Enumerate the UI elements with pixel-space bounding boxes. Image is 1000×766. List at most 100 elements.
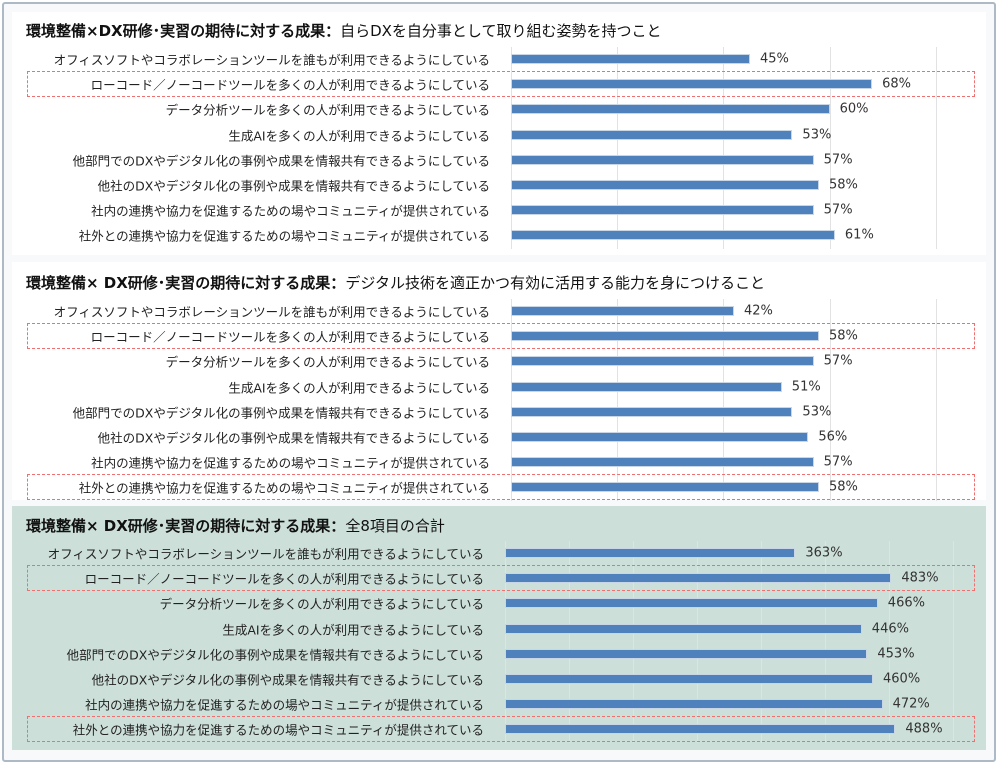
- gridline: [829, 47, 831, 249]
- category-label: オフィスソフトやコラボレーションツールを誰もが利用できるようにしている: [47, 546, 484, 562]
- gridline: [829, 299, 831, 501]
- bar: [511, 230, 835, 241]
- gridline: [935, 299, 937, 501]
- value-label: 53%: [802, 127, 832, 143]
- panel-attitude: 環境整備×DX研修･実習の期待に対する成果：自らDXを自分事として取り組む姿勢を…: [12, 12, 986, 255]
- bar: [505, 548, 796, 558]
- category-label: データ分析ツールを多くの人が利用できるようにしている: [159, 596, 484, 612]
- gridline: [617, 299, 619, 501]
- category-label: 社外との連携や協力を促進するための場やコミュニティが提供されている: [78, 228, 490, 244]
- value-label: 58%: [828, 479, 858, 495]
- category-label: 他部門でのDXやデジタル化の事例や成果を情報共有できるようにしている: [66, 647, 484, 663]
- value-label: 68%: [882, 76, 911, 92]
- gridline: [505, 541, 506, 743]
- gridline: [761, 541, 762, 743]
- gridline: [697, 541, 698, 743]
- value-label: 446%: [871, 621, 909, 637]
- value-label: 42%: [744, 303, 773, 319]
- value-label: 45%: [759, 51, 789, 67]
- bar: [505, 699, 883, 710]
- chart-title-bold: 環境整備× DX研修･実習の期待に対する成果：: [26, 517, 346, 535]
- gridline: [935, 47, 937, 249]
- gridline: [825, 541, 826, 743]
- highlight-box: [27, 716, 975, 743]
- value-label: 58%: [828, 177, 858, 193]
- bar: [505, 724, 896, 735]
- chart-title: 環境整備×DX研修･実習の期待に対する成果：自らDXを自分事として取り組む姿勢を…: [26, 20, 661, 41]
- gridline: [723, 47, 725, 249]
- bar: [511, 79, 873, 90]
- panel-skills: 環境整備× DX研修･実習の期待に対する成果：デジタル技術を適正かつ有効に活用す…: [12, 262, 986, 501]
- value-label: 61%: [844, 227, 874, 243]
- category-label: 社外との連携や協力を促進するための場やコミュニティが提供されている: [72, 722, 484, 738]
- value-label: 60%: [839, 101, 869, 117]
- category-label: 社内の連携や協力を促進するための場やコミュニティが提供されている: [85, 697, 484, 713]
- gridline: [511, 47, 512, 249]
- category-label: 生成AIを多くの人が利用できるようにしている: [228, 380, 490, 396]
- value-label: 53%: [802, 404, 832, 420]
- bar: [511, 306, 735, 316]
- bar: [505, 598, 878, 609]
- bar: [511, 205, 814, 216]
- chart-title-text: 全8項目の合計: [345, 517, 445, 535]
- highlight-box: [27, 565, 975, 592]
- highlight-box: [27, 323, 975, 350]
- bar: [511, 54, 750, 64]
- value-label: 56%: [818, 429, 848, 445]
- bar: [505, 674, 873, 684]
- category-label: ローコード／ノーコードツールを多くの人が利用できるようにしている: [84, 571, 484, 587]
- category-label: 他社のDXやデジタル化の事例や成果を情報共有できるようにしている: [97, 430, 490, 446]
- value-label: 483%: [901, 570, 939, 586]
- bar: [511, 406, 793, 417]
- value-label: 466%: [887, 595, 925, 611]
- chart-title-bold: 環境整備×DX研修･実習の期待に対する成果：: [26, 22, 341, 40]
- highlight-box: [27, 474, 975, 501]
- panel-total: 環境整備× DX研修･実習の期待に対する成果：全8項目の合計オフィスソフトやコラ…: [12, 506, 986, 750]
- value-label: 57%: [823, 454, 853, 470]
- bar: [511, 154, 814, 165]
- category-label: ローコード／ノーコードツールを多くの人が利用できるようにしている: [90, 329, 490, 345]
- value-label: 453%: [877, 646, 915, 662]
- category-label: 社外との連携や協力を促進するための場やコミュニティが提供されている: [78, 480, 490, 496]
- chart-title: 環境整備× DX研修･実習の期待に対する成果：全8項目の合計: [26, 515, 445, 536]
- value-label: 57%: [823, 202, 853, 218]
- value-label: 460%: [883, 671, 921, 687]
- gridline: [617, 47, 619, 249]
- bar: [511, 129, 793, 140]
- value-label: 472%: [892, 696, 930, 712]
- gridline: [723, 299, 725, 501]
- bar: [511, 482, 819, 493]
- category-label: 生成AIを多くの人が利用できるようにしている: [228, 128, 490, 144]
- bar: [505, 648, 868, 659]
- chart-title-bold: 環境整備× DX研修･実習の期待に対する成果：: [26, 274, 346, 292]
- bar: [511, 381, 782, 392]
- category-label: 社内の連携や協力を促進するための場やコミュニティが提供されている: [91, 455, 490, 471]
- bar: [511, 457, 814, 468]
- value-label: 51%: [791, 379, 821, 395]
- value-label: 488%: [905, 721, 943, 737]
- bar: [511, 331, 819, 342]
- value-label: 57%: [823, 353, 853, 369]
- bar: [511, 180, 819, 190]
- category-label: 他部門でのDXやデジタル化の事例や成果を情報共有できるようにしている: [72, 405, 490, 421]
- gridline: [511, 299, 512, 501]
- value-label: 58%: [828, 328, 858, 344]
- chart-title-text: デジタル技術を適正かつ有効に活用する能力を身につけること: [345, 274, 766, 292]
- value-label: 363%: [805, 545, 843, 561]
- category-label: ローコード／ノーコードツールを多くの人が利用できるようにしている: [90, 77, 490, 93]
- category-label: 他社のDXやデジタル化の事例や成果を情報共有できるようにしている: [97, 178, 490, 194]
- bar: [511, 432, 809, 442]
- category-label: オフィスソフトやコラボレーションツールを誰もが利用できるようにしている: [53, 304, 490, 320]
- gridline: [953, 541, 954, 743]
- bar: [505, 573, 892, 584]
- gridline: [633, 541, 634, 743]
- category-label: 他部門でのDXやデジタル化の事例や成果を情報共有できるようにしている: [72, 153, 490, 169]
- bar: [505, 623, 862, 634]
- category-label: 生成AIを多くの人が利用できるようにしている: [222, 622, 484, 638]
- category-label: 社内の連携や協力を促進するための場やコミュニティが提供されている: [91, 203, 490, 219]
- category-label: 他社のDXやデジタル化の事例や成果を情報共有できるようにしている: [91, 672, 484, 688]
- chart-title: 環境整備× DX研修･実習の期待に対する成果：デジタル技術を適正かつ有効に活用す…: [26, 272, 765, 293]
- category-label: データ分析ツールを多くの人が利用できるようにしている: [165, 102, 490, 118]
- bar: [511, 356, 814, 367]
- bar: [511, 104, 830, 115]
